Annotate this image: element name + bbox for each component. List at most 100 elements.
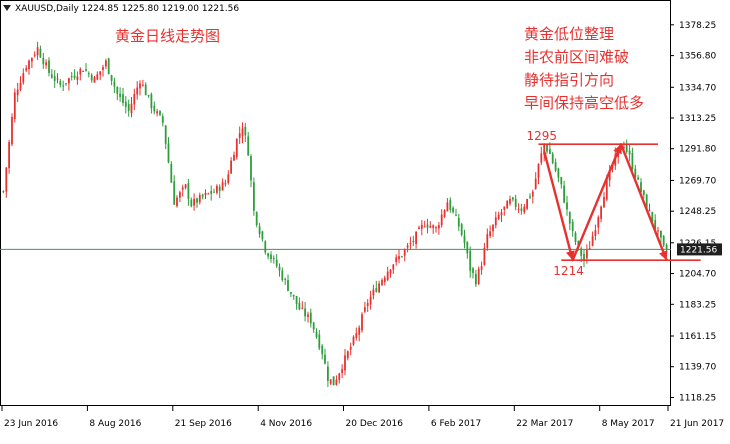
- candle-body: [2, 191, 5, 193]
- candle-body: [196, 198, 198, 203]
- candle-body: [338, 373, 341, 380]
- candle-body: [96, 74, 99, 80]
- candle-body: [127, 104, 130, 111]
- candle-body: [477, 268, 480, 284]
- candle-body: [321, 345, 324, 355]
- candle-body: [449, 199, 452, 210]
- candle-body: [415, 231, 417, 244]
- candle-body: [489, 231, 491, 237]
- price-badge-text: 1221.56: [680, 245, 717, 255]
- candle-body: [48, 60, 50, 73]
- candle-body: [13, 92, 16, 119]
- candle-body: [42, 57, 45, 65]
- candle-body: [284, 279, 287, 280]
- arrow-heads: [566, 144, 668, 261]
- candle-body: [386, 271, 389, 280]
- candle-body: [161, 116, 164, 123]
- candle-body: [241, 128, 244, 137]
- candle-body: [364, 307, 366, 312]
- candle-body: [250, 156, 252, 181]
- dropdown-triangle-icon[interactable]: [3, 5, 11, 11]
- candle-body: [113, 81, 116, 87]
- candle-body: [164, 125, 167, 144]
- wave-arrows: [543, 142, 668, 262]
- candle-body: [5, 167, 8, 192]
- candle-body: [335, 379, 338, 385]
- candle-body: [8, 142, 10, 169]
- candle-body: [628, 150, 631, 155]
- candle-body: [625, 144, 628, 152]
- y-tick-label: 1118.25: [679, 394, 716, 404]
- candle-body: [244, 126, 247, 136]
- candle-body: [494, 217, 497, 226]
- candle-body: [654, 220, 657, 230]
- candle-body: [272, 258, 275, 259]
- x-axis: 23 Jun 2016 8 Aug 2016 21 Sep 2016 4 Nov 20…: [1, 405, 724, 429]
- candle-body: [503, 206, 506, 210]
- candle-body: [366, 303, 369, 306]
- candle-body: [39, 48, 42, 58]
- candle-body: [62, 85, 65, 87]
- candle-body: [651, 211, 654, 222]
- candle-body: [486, 234, 489, 248]
- candle-body: [469, 250, 472, 271]
- price-badge-background: [677, 243, 722, 256]
- candle-body: [68, 78, 70, 84]
- candle-body: [583, 254, 585, 261]
- candle-body: [429, 226, 432, 228]
- candle-body: [657, 230, 659, 232]
- candle-body: [571, 221, 574, 232]
- candle-body: [586, 250, 588, 259]
- candle-body: [295, 296, 298, 305]
- candle-body: [392, 264, 395, 270]
- candle-body: [560, 177, 563, 185]
- arrow-head: [659, 250, 668, 261]
- candle-body: [235, 138, 238, 158]
- candle-body: [65, 83, 67, 85]
- candle-body: [631, 153, 634, 170]
- candle-body: [463, 235, 466, 243]
- candle-body: [99, 71, 102, 75]
- candle-body: [110, 75, 113, 81]
- candle-body: [304, 308, 306, 317]
- candle-body: [139, 83, 141, 89]
- candle-body: [31, 58, 33, 62]
- candle-body: [159, 110, 161, 115]
- candle-body: [472, 268, 474, 273]
- candle-body: [534, 178, 537, 189]
- candle-body: [167, 143, 170, 163]
- x-tick-label: 6 Feb 2017: [431, 419, 481, 429]
- candle-body: [79, 69, 82, 75]
- candle-body: [76, 76, 79, 80]
- candle-body: [381, 280, 383, 285]
- candle-body: [457, 217, 460, 227]
- candle-body: [426, 224, 429, 228]
- chart-title: 黄金日线走势图: [115, 27, 220, 45]
- candle-body: [395, 257, 398, 262]
- candle-body: [233, 154, 235, 161]
- candle-body: [506, 201, 509, 209]
- candle-body: [634, 168, 637, 178]
- candle-body: [147, 95, 150, 97]
- candle-body: [216, 186, 218, 193]
- resistance-label: 1295: [527, 129, 558, 143]
- y-axis: 1378.25 1356.80 1334.70 1313.25 1291.80 1269.…: [670, 21, 716, 404]
- candle-body: [568, 212, 571, 224]
- candle-body: [452, 207, 454, 213]
- candle-body: [82, 71, 84, 72]
- candle-body: [554, 162, 557, 171]
- candle-body: [346, 351, 349, 359]
- candle-body: [255, 212, 258, 226]
- candle-body: [102, 67, 104, 70]
- candle-body: [517, 208, 520, 210]
- candle-body: [378, 283, 380, 293]
- candle-body: [59, 81, 62, 85]
- candle-body: [412, 241, 415, 242]
- candle-body: [352, 336, 355, 345]
- candle-body: [497, 214, 500, 219]
- candle-body: [455, 214, 457, 216]
- candle-body: [190, 199, 193, 207]
- x-tick-label: 8 May 2017: [602, 419, 655, 429]
- candle-body: [492, 224, 494, 232]
